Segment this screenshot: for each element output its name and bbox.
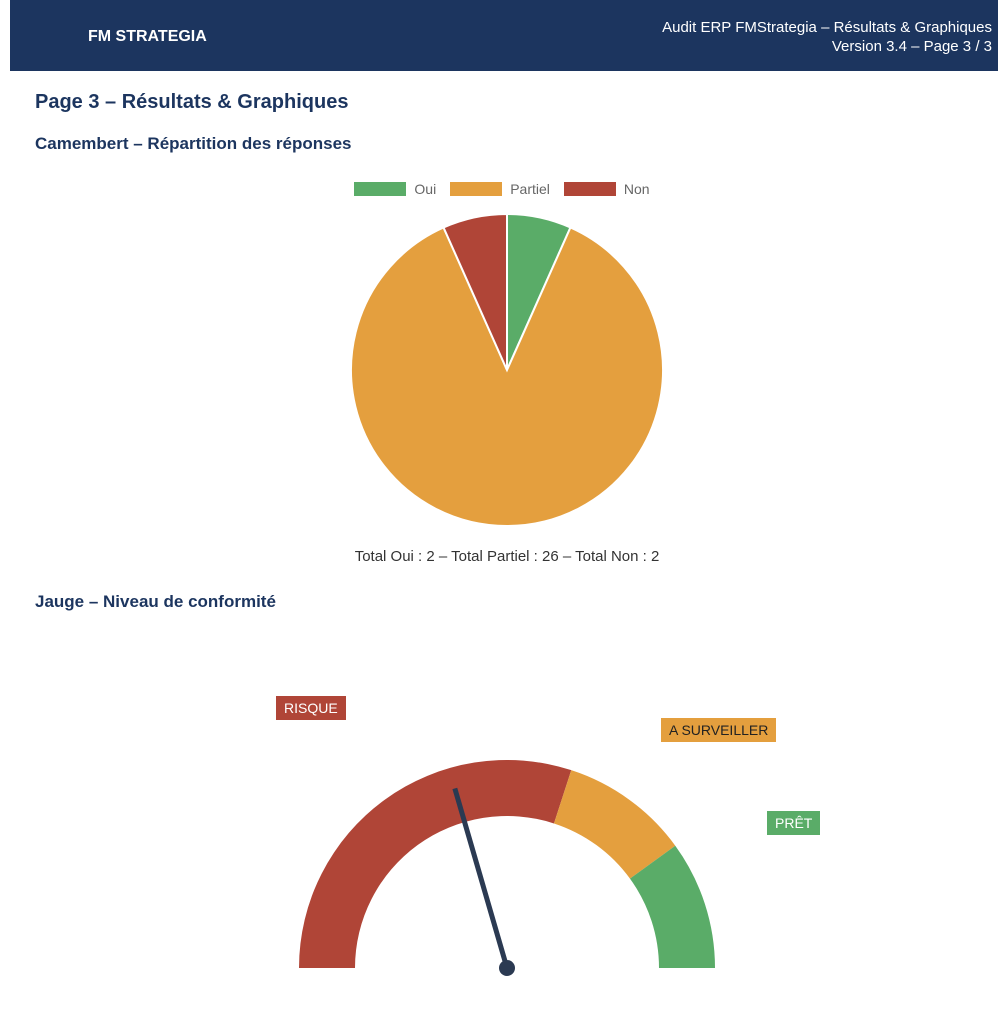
gauge-needle (452, 787, 510, 969)
legend-swatch (450, 182, 503, 196)
gauge-zone-0 (299, 759, 572, 968)
gauge-needle-hub (499, 960, 515, 976)
legend-item-non[interactable]: Non (563, 181, 650, 197)
gauge-zone-1 (553, 770, 676, 879)
pie-slice-partiel[interactable] (350, 226, 664, 527)
gauge-label-surveiller: A SURVEILLER (661, 718, 777, 742)
legend-swatch (354, 182, 407, 196)
legend-item-partiel[interactable]: Partiel (450, 181, 550, 197)
gauge-zone-2 (629, 845, 715, 968)
brand: FM STRATEGIA (88, 28, 207, 45)
legend-item-oui[interactable]: Oui (354, 181, 436, 197)
gauge-label-pret: PRÊT (767, 811, 821, 835)
pie-totals: Total Oui : 2 – Total Partiel : 26 – Tot… (354, 548, 660, 565)
header-title-block: Audit ERP FMStrategia – Résultats & Grap… (662, 18, 992, 56)
page-title: Page 3 – Résultats & Graphiques (35, 91, 349, 113)
header-subtitle: Version 3.4 – Page 3 / 3 (831, 38, 992, 55)
header: FM STRATEGIA Audit ERP FMStrategia – Rés… (10, 0, 998, 71)
pie-title: Camembert – Répartition des réponses (35, 134, 352, 153)
header-title: Audit ERP FMStrategia – Résultats & Grap… (662, 19, 992, 36)
pie-legend: Oui Partiel Non (0, 181, 1004, 197)
legend-label: Non (623, 181, 650, 197)
legend-label: Partiel (510, 181, 550, 197)
legend-label: Oui (414, 181, 437, 197)
pie-slice-non[interactable] (442, 212, 508, 371)
gauge-label-risque: RISQUE (276, 696, 346, 720)
legend-swatch (563, 182, 616, 196)
gauge-title: Jauge – Niveau de conformité (35, 592, 276, 611)
